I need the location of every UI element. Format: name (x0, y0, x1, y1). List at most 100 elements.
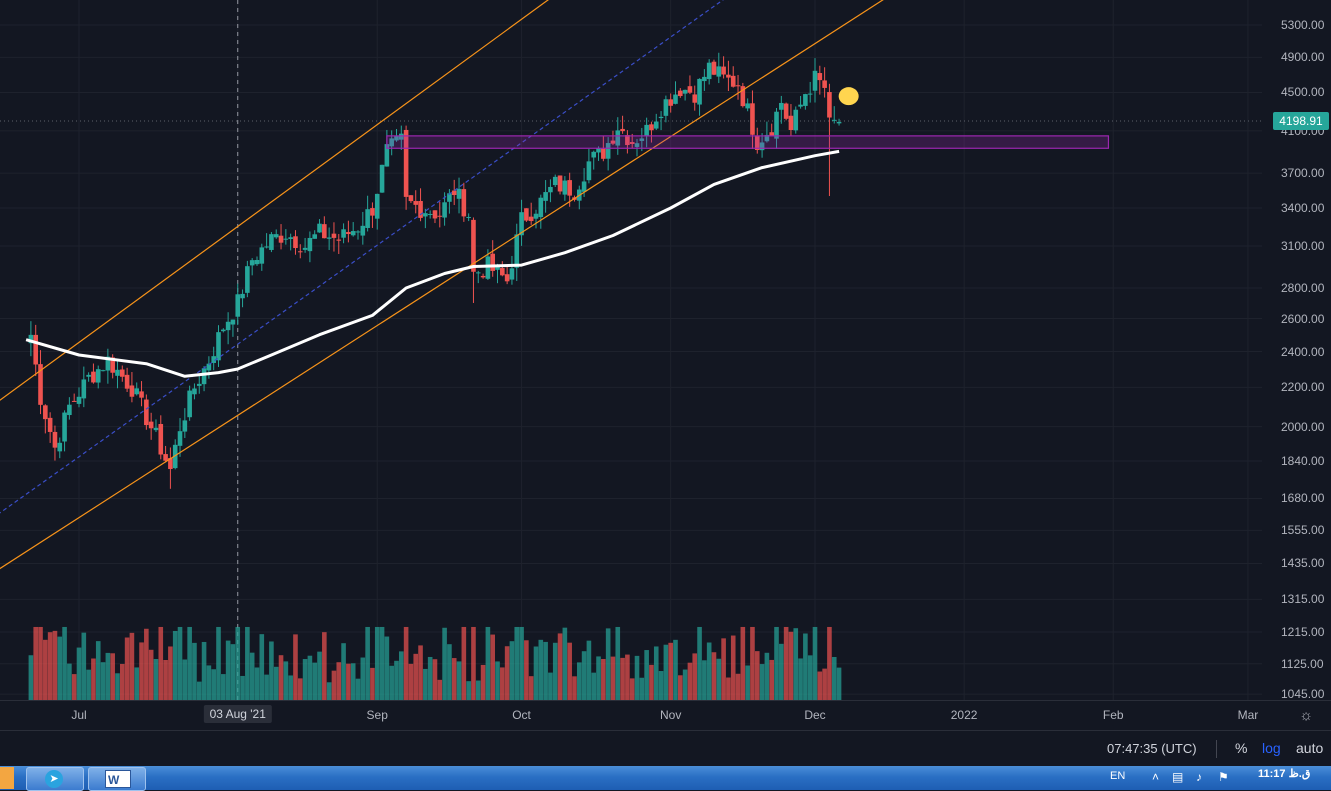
volume-bar (610, 656, 616, 700)
volume-bar (307, 655, 313, 700)
candle-body (326, 237, 332, 239)
volume-icon[interactable]: ♪ (1196, 770, 1202, 784)
candle-body (182, 420, 188, 432)
time-tick-label: 03 Aug '21 (203, 705, 272, 723)
volume-bar (153, 658, 159, 700)
candle-body (307, 237, 313, 252)
volume-bar (389, 665, 394, 700)
candle-body (144, 399, 149, 426)
flag-icon[interactable]: ⚑ (1218, 770, 1229, 784)
channel-line-upper[interactable] (0, 0, 671, 448)
log-scale-button[interactable]: log (1262, 740, 1281, 756)
candle-body (783, 103, 789, 119)
price-axis[interactable]: 5300.00 4900.00 4500.00 4100.00 3700.00 3400.… (1262, 0, 1331, 701)
marker-circle[interactable] (838, 87, 859, 106)
time-axis[interactable]: ☼ Jul 03 Aug '21 Sep Oct Nov Dec 2022 Feb Mar (0, 700, 1331, 731)
volume-bar (62, 626, 67, 700)
candle-body (721, 66, 726, 75)
candle-body (451, 190, 457, 196)
candle-body (519, 212, 524, 236)
candle-body (163, 454, 168, 461)
candle-body (168, 458, 173, 470)
candle-body (509, 268, 515, 280)
volume-bar (418, 645, 423, 700)
volume-bar (461, 626, 467, 700)
candle-body (317, 223, 322, 233)
candle-body (836, 121, 842, 124)
price-tick-label: 2400.00 (1281, 344, 1325, 359)
volume-bar (245, 626, 250, 700)
candle-body (33, 334, 39, 365)
time-tick-label: Feb (1102, 708, 1124, 722)
volume-bar (817, 671, 823, 700)
network-icon[interactable]: ▤ (1172, 770, 1184, 784)
auto-scale-button[interactable]: auto (1296, 740, 1324, 756)
price-tick-label: 1215.00 (1281, 625, 1325, 640)
candle-body (504, 274, 510, 282)
gear-icon[interactable]: ☼ (1299, 707, 1313, 724)
candle-body (110, 357, 115, 373)
language-indicator[interactable]: EN (1110, 770, 1126, 782)
taskbar-clock[interactable]: 11:17 ق.ظ (1258, 768, 1311, 780)
telegram-taskbar-button[interactable]: ➤ (26, 767, 84, 791)
volume-bar (702, 660, 707, 700)
candle-body (687, 86, 693, 93)
candle-body (124, 374, 130, 389)
start-button[interactable] (0, 767, 14, 789)
volume-bar (148, 649, 154, 700)
time-tick-label: Oct (512, 708, 531, 722)
candle-body (533, 213, 539, 219)
candle-body (158, 424, 164, 455)
candle-body (803, 94, 808, 106)
candle-body (697, 78, 702, 105)
volume-bar (384, 636, 390, 700)
candle-body (682, 89, 688, 94)
volume-bar (451, 658, 457, 700)
candle-body (192, 388, 197, 395)
volume-bar (67, 663, 72, 700)
chevron-up-icon[interactable]: ˄ (1152, 770, 1160, 784)
time-tick-label: Dec (804, 708, 826, 722)
utc-clock[interactable]: 07:47:35 (UTC) (1107, 741, 1197, 756)
price-chart[interactable] (0, 0, 1331, 700)
candle-body (269, 234, 274, 250)
support-zone-rect[interactable] (386, 135, 1110, 149)
candle-body (543, 192, 548, 201)
channel-line-mid[interactable] (0, 0, 815, 559)
candle-body (196, 383, 202, 386)
volume-bar (639, 677, 645, 700)
channel-line-lower[interactable] (0, 0, 1022, 611)
candle-body (225, 321, 231, 331)
candle-body (610, 140, 616, 144)
volume-bar (500, 667, 505, 700)
candle-body (759, 142, 765, 151)
volume-bar (240, 675, 245, 700)
candle-body (447, 193, 452, 202)
volume-bar (562, 627, 568, 700)
candle-body (668, 99, 673, 106)
volume-bar (182, 659, 188, 700)
volume-bar (326, 682, 332, 700)
candle-body (740, 86, 746, 107)
candle-body (240, 293, 245, 299)
candle-body (264, 246, 269, 248)
candle-body (221, 329, 226, 332)
volume-bar (673, 639, 678, 700)
percent-scale-button[interactable]: % (1235, 740, 1248, 756)
volume-bar (76, 647, 82, 700)
volume-bar (663, 644, 669, 700)
candle-body (389, 138, 394, 147)
word-taskbar-button[interactable]: W (88, 767, 146, 791)
moving-average-line (25, 149, 840, 378)
time-tick-label: Jul (71, 708, 87, 722)
volume-bar (423, 668, 428, 700)
volume-bar (495, 661, 500, 700)
candle-body (139, 391, 144, 398)
candle-body (586, 161, 592, 181)
candle-body (81, 379, 87, 399)
candle-body (754, 135, 760, 150)
candle-body (38, 364, 43, 405)
volume-bar (408, 663, 414, 700)
candle-body (581, 181, 587, 192)
candle-body (278, 235, 284, 243)
